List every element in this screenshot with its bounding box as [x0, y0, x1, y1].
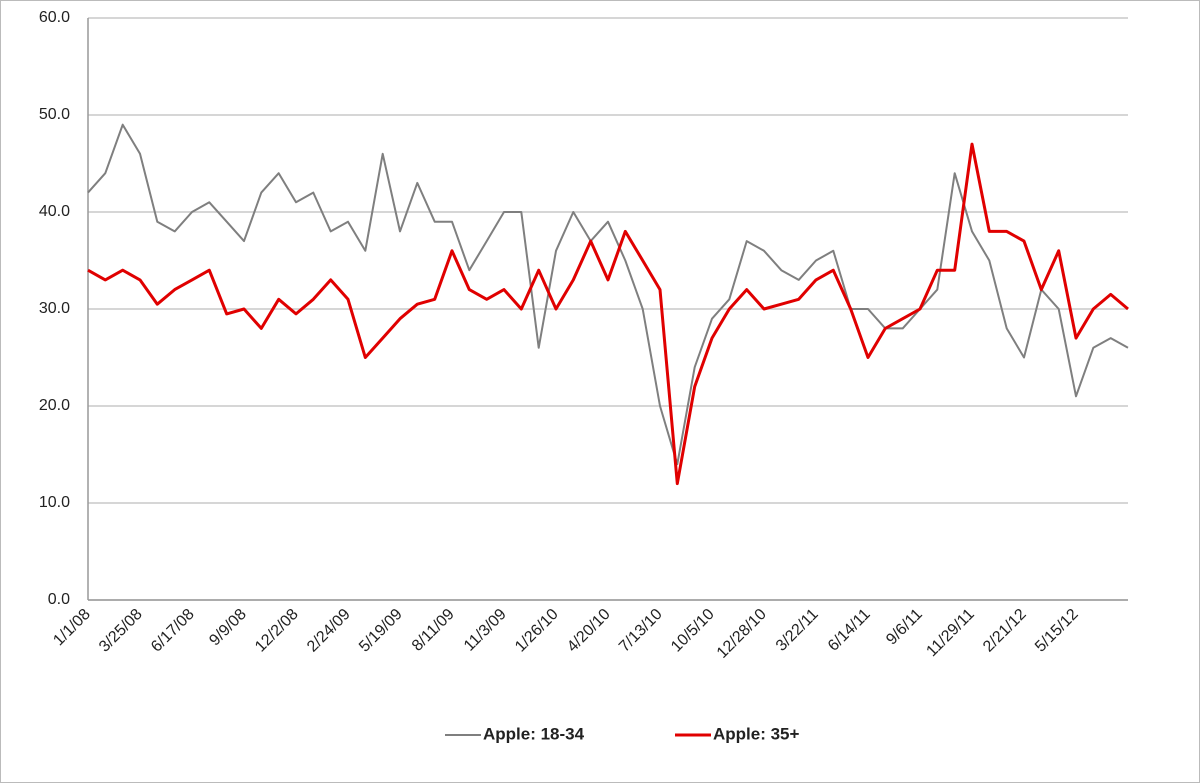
series-line	[87, 123, 1129, 466]
y-tick-label: 40.0	[39, 203, 70, 220]
y-tick-label: 50.0	[39, 106, 70, 123]
series-line	[87, 142, 1129, 486]
legend-label: Apple: 35+	[713, 724, 800, 743]
y-tick-label: 10.0	[39, 494, 70, 511]
y-tick-label: 30.0	[39, 300, 70, 317]
y-tick-label: 0.0	[48, 591, 70, 608]
legend-label: Apple: 18-34	[483, 724, 585, 743]
y-tick-label: 20.0	[39, 397, 70, 414]
y-tick-label: 60.0	[39, 9, 70, 26]
